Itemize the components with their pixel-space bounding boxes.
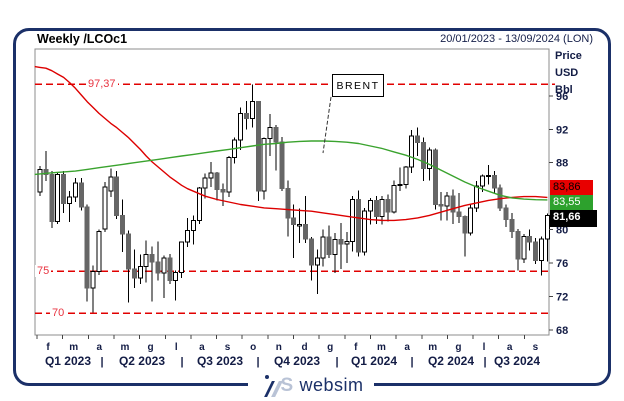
- y-axis-unit-price: Price: [555, 50, 582, 62]
- logo-s-letter: S: [280, 375, 294, 396]
- level-label-70: 70: [50, 307, 67, 319]
- logo-dot-icon: [265, 375, 270, 379]
- price-tag-last: 81,66: [550, 210, 597, 227]
- y-axis-unit-bbl: Bbl: [555, 84, 573, 96]
- y-axis-unit: Price USD Bbl: [555, 48, 582, 99]
- websim-logo-text: websim: [299, 374, 364, 395]
- websim-logo-mark: S: [258, 371, 298, 399]
- websim-logo: S websim: [248, 370, 374, 400]
- date-range: 20/01/2023 - 13/09/2024 (LON): [440, 33, 593, 45]
- chart-title: Weekly /LCOc1: [37, 32, 128, 46]
- price-tag-ma-red: 83,86: [550, 180, 593, 195]
- brent-annotation: BRENT: [332, 74, 384, 97]
- level-label-9737: 97,37: [86, 78, 118, 90]
- level-label-75: 75: [35, 265, 52, 277]
- y-axis-unit-usd: USD: [555, 67, 579, 79]
- price-tag-ma-green: 83,55: [550, 195, 593, 210]
